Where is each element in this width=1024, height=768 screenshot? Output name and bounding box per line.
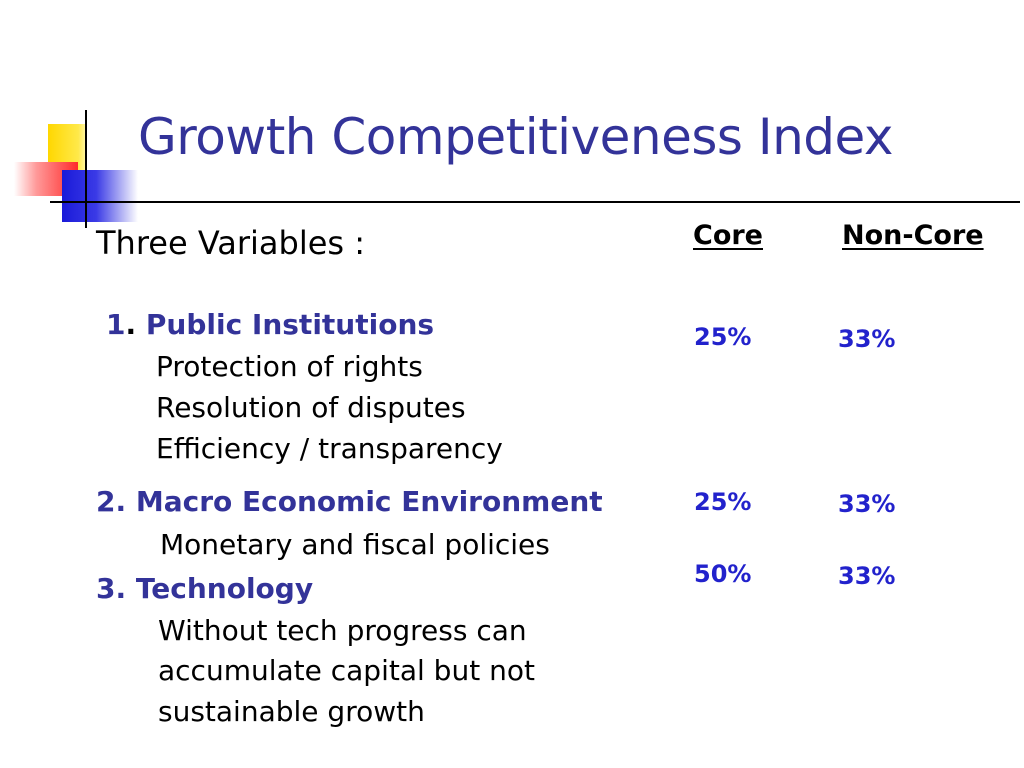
core-percent-macro-economic: 25% (694, 488, 752, 516)
column-header-core: Core (693, 220, 763, 251)
detail-tech-line-2: accumulate capital but not (158, 654, 535, 687)
section-number-separator: . (125, 308, 137, 341)
detail-protection-of-rights: Protection of rights (156, 350, 423, 383)
section-heading-technology: 3. Technology (96, 572, 314, 605)
detail-monetary-fiscal-policies: Monetary and fiscal policies (160, 528, 550, 561)
section-label: Public Institutions (145, 308, 435, 341)
detail-efficiency-transparency: Efficiency / transparency (156, 432, 503, 465)
slide-title: Growth Competitiveness Index (138, 108, 894, 166)
core-percent-public-institutions: 25% (694, 323, 752, 351)
detail-tech-line-1: Without tech progress can (158, 614, 527, 647)
decor-vertical-line (85, 110, 87, 228)
detail-resolution-of-disputes: Resolution of disputes (156, 391, 466, 424)
title-underline-rule (50, 201, 1020, 203)
non-core-percent-public-institutions: 33% (838, 325, 896, 353)
intro-text: Three Variables : (96, 224, 366, 262)
detail-tech-line-3: sustainable growth (158, 695, 425, 728)
non-core-percent-technology: 33% (838, 562, 896, 590)
decor-blue-square (62, 170, 138, 222)
section-heading-public-institutions: 1. Public Institutions (106, 311, 434, 339)
section-number: 1 (106, 308, 126, 341)
section-heading-macro-economic-environment: 2. Macro Economic Environment (96, 485, 603, 518)
core-percent-technology: 50% (694, 560, 752, 588)
column-header-non-core: Non-Core (842, 220, 984, 251)
non-core-percent-macro-economic: 33% (838, 490, 896, 518)
